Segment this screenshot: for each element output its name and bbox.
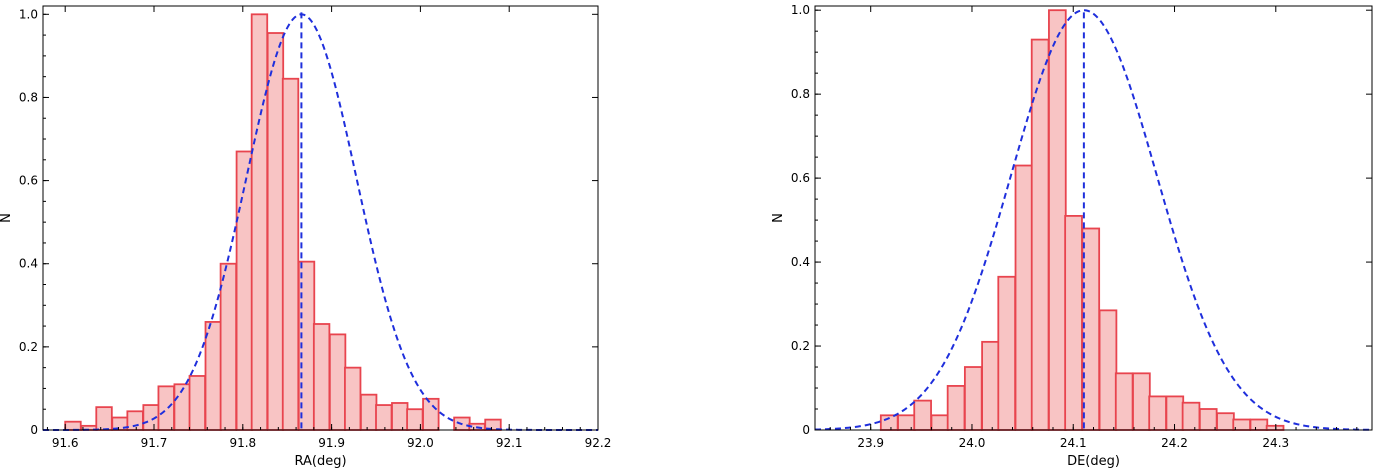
de-bar	[1198, 408, 1218, 431]
de-bar	[1249, 418, 1269, 431]
ra-x-tick-label: 92.0	[407, 436, 434, 450]
ra-bar	[235, 150, 254, 431]
de-bar	[930, 414, 950, 431]
ra-bar	[344, 366, 362, 431]
de-x-tick-label: 24.3	[1262, 436, 1289, 450]
de-bar	[946, 385, 966, 431]
de-x-tick-label: 24.0	[959, 436, 986, 450]
ra-x-tick-label: 92.2	[585, 436, 612, 450]
ra-y-tick-label: 0.6	[19, 174, 38, 188]
de-bar	[897, 414, 916, 431]
de-axis-ticks: 23.9 24.0 24.1 24.2 24.3 0 0.2 0.4 0.6 0.8 1.0	[791, 3, 1372, 450]
ra-gaussian-fit-curve	[43, 13, 598, 431]
de-bar	[963, 366, 983, 431]
ra-y-tick-label: 0.8	[19, 90, 38, 104]
ra-x-tick-label: 92.1	[496, 436, 523, 450]
ra-bar	[204, 321, 222, 431]
de-y-tick-label: 0.4	[791, 255, 810, 269]
ra-bars	[64, 13, 502, 431]
ra-y-tick-label: 0.2	[19, 340, 38, 354]
ra-x-tick-label: 91.9	[318, 436, 345, 450]
ra-y-axis-label: N	[0, 213, 14, 223]
ra-bar	[219, 262, 238, 431]
de-bar	[1148, 395, 1167, 431]
de-x-tick-label: 24.1	[1060, 436, 1087, 450]
ra-axis-ticks: 91.6 91.7 91.8 91.9 92.0 92.1 92.2 0 0.2 0.4 0.6 0.…	[19, 6, 611, 450]
ra-bar	[391, 402, 409, 431]
de-bar	[1132, 372, 1151, 431]
de-bar	[1048, 9, 1067, 431]
de-x-tick-label: 23.9	[857, 436, 884, 450]
ra-bar	[126, 410, 144, 431]
de-bar	[1181, 401, 1201, 431]
ra-y-tick-label: 0.4	[19, 257, 38, 271]
ra-bar	[64, 420, 82, 431]
de-y-tick-label: 0.8	[791, 87, 810, 101]
de-bar	[1265, 424, 1285, 431]
ra-bar	[281, 77, 300, 431]
ra-histogram-chart: 91.6 91.7 91.8 91.9 92.0 92.1 92.2 0 0.2 0.4 0.6 0.…	[0, 5, 611, 469]
de-bar	[1216, 412, 1235, 431]
de-bar	[981, 340, 1000, 431]
ra-bar	[250, 13, 269, 431]
de-y-tick-label: 0.6	[791, 171, 810, 185]
de-bar	[1114, 372, 1134, 431]
de-bar	[1081, 227, 1101, 431]
ra-x-tick-label: 91.8	[229, 436, 256, 450]
ra-bar	[157, 385, 175, 431]
ra-bar	[95, 406, 113, 431]
de-bar	[1014, 164, 1034, 431]
de-x-tick-label: 24.2	[1161, 436, 1188, 450]
de-gaussian-fit-curve	[814, 9, 1373, 431]
ra-bar	[328, 333, 347, 431]
ra-plot-frame	[42, 5, 599, 431]
de-y-axis-label: N	[771, 213, 786, 223]
ra-y-tick-label: 1.0	[19, 7, 38, 21]
de-bar	[997, 275, 1017, 431]
de-bar	[913, 399, 932, 431]
de-y-tick-label: 0	[802, 423, 810, 437]
ra-y-tick-label: 0	[30, 423, 38, 437]
de-y-tick-label: 0.2	[791, 339, 810, 353]
ra-bar	[375, 404, 393, 431]
ra-x-tick-label: 91.7	[141, 436, 168, 450]
ra-bar	[422, 397, 440, 431]
ra-bar	[188, 375, 206, 431]
de-x-axis-label: DE(deg)	[1067, 454, 1120, 469]
ra-x-axis-label: RA(deg)	[294, 454, 346, 469]
de-bar	[1098, 309, 1118, 431]
de-y-tick-label: 1.0	[791, 3, 810, 17]
ra-bar	[312, 323, 331, 431]
ra-x-tick-label: 91.6	[52, 436, 79, 450]
de-histogram-chart: 23.9 24.0 24.1 24.2 24.3 0 0.2 0.4 0.6 0.8 1.0 DE(…	[771, 3, 1373, 469]
de-bars	[879, 9, 1285, 431]
ra-bar	[360, 393, 378, 431]
ra-bar	[266, 32, 285, 431]
de-bar	[1064, 215, 1083, 431]
